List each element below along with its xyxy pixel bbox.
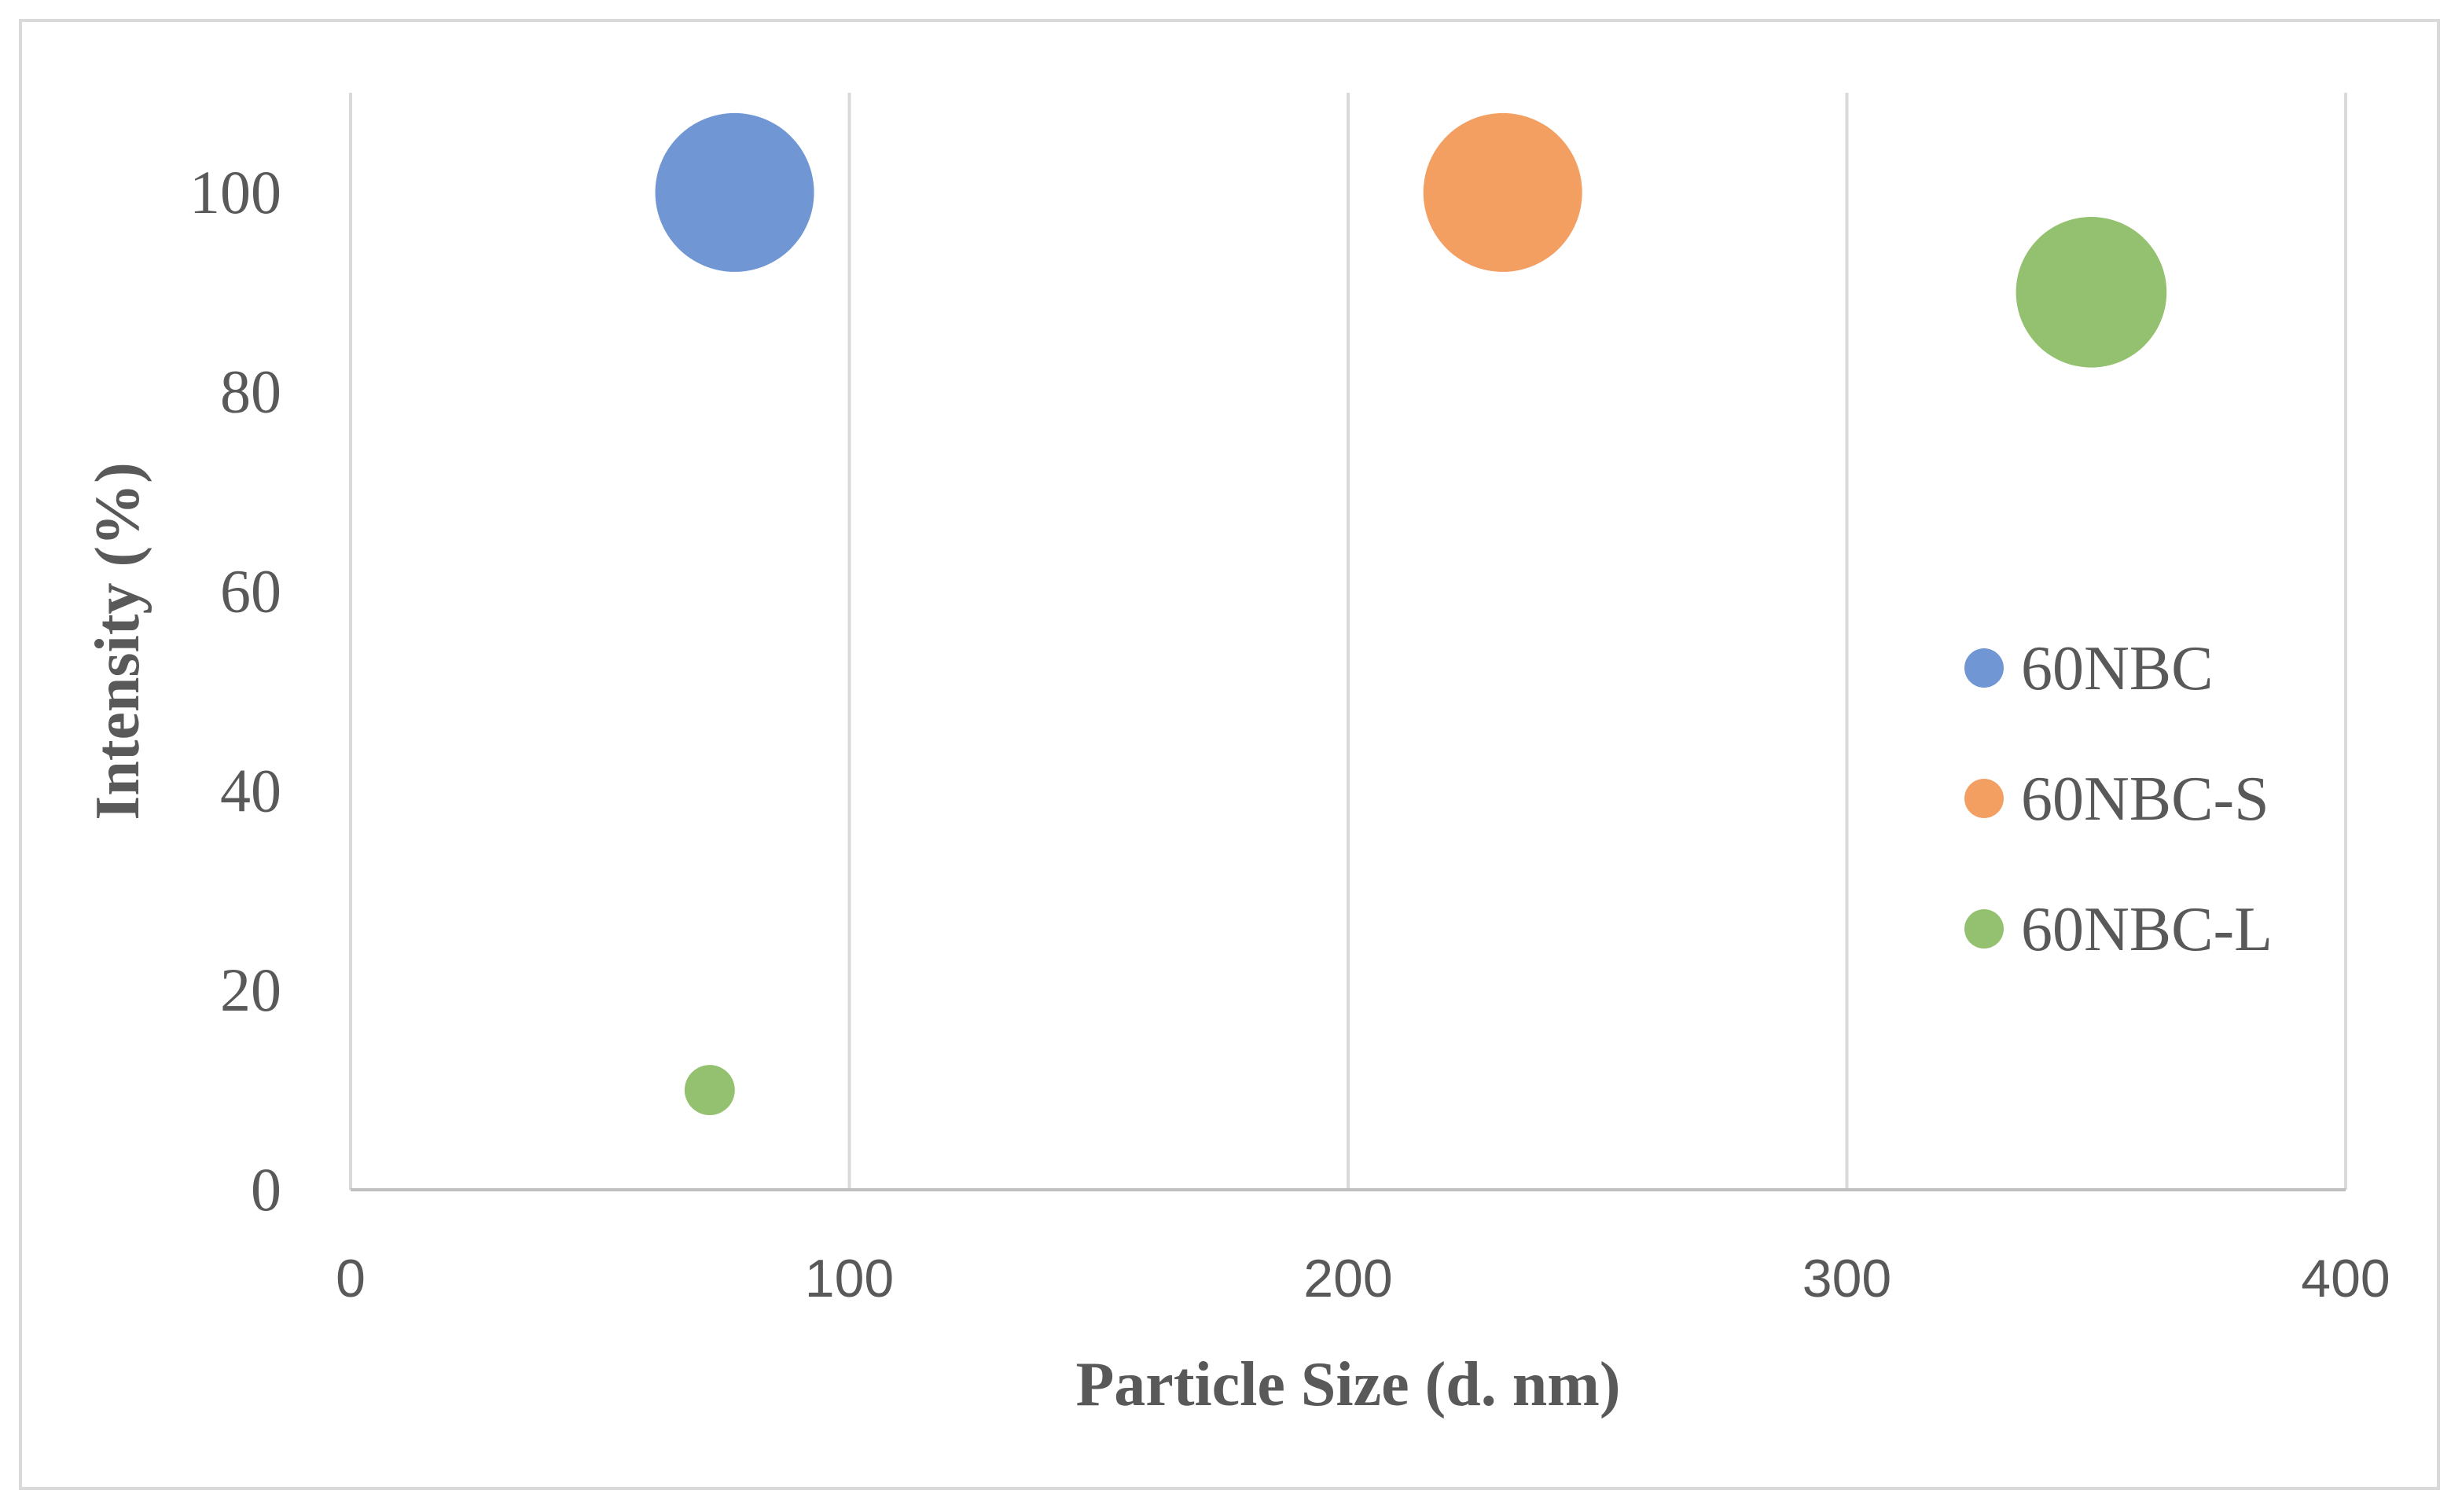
y-tick-label: 40 bbox=[220, 756, 281, 824]
y-tick-label: 100 bbox=[189, 158, 281, 226]
bubble-60nbc bbox=[655, 112, 814, 272]
x-tick-label: 0 bbox=[336, 1249, 366, 1308]
y-tick-label: 0 bbox=[251, 1155, 281, 1224]
x-axis-title: Particle Size (d. nm) bbox=[1075, 1350, 1620, 1419]
legend-label-60nbc: 60NBC bbox=[2021, 634, 2214, 703]
gridlines bbox=[349, 93, 2347, 1190]
bubble-60nbc-l bbox=[684, 1065, 735, 1116]
legend-marker-60nbc bbox=[1964, 648, 2004, 688]
legend: 60NBC 60NBC-S 60NBC-L bbox=[1964, 634, 2273, 964]
data-bubbles bbox=[655, 112, 2167, 1116]
x-tick-label: 300 bbox=[1802, 1249, 1891, 1308]
bubble-60nbc-s bbox=[1423, 112, 1582, 272]
x-tick-labels: 0 100 200 300 400 bbox=[336, 1249, 2390, 1308]
x-tick-label: 200 bbox=[1303, 1249, 1392, 1308]
legend-label-60nbc-l: 60NBC-L bbox=[2021, 895, 2273, 964]
x-tick-label: 400 bbox=[2301, 1249, 2390, 1308]
legend-marker-60nbc-l bbox=[1964, 909, 2004, 949]
y-tick-label: 20 bbox=[220, 956, 281, 1024]
y-axis-title: Intensity (%) bbox=[83, 462, 152, 820]
bubble-60nbc-l bbox=[2016, 217, 2167, 368]
legend-label-60nbc-s: 60NBC-S bbox=[2021, 765, 2269, 834]
y-tick-label: 60 bbox=[220, 557, 281, 626]
x-tick-label: 100 bbox=[805, 1249, 894, 1308]
legend-marker-60nbc-s bbox=[1964, 779, 2004, 818]
y-tick-labels: 0 20 40 60 80 100 bbox=[189, 158, 281, 1224]
y-tick-label: 80 bbox=[220, 358, 281, 426]
